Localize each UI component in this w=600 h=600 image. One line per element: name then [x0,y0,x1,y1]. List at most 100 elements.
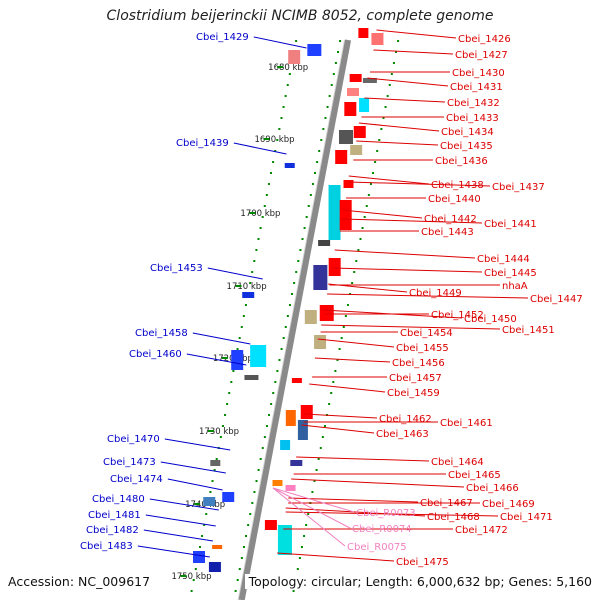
right-gene-label: Cbei_1444 [477,254,530,265]
inner-dotted-track-right [382,117,385,119]
outer-dotted-track [215,458,218,460]
right-gene-label: Cbei_1447 [530,294,583,305]
scale-label: 1690 kbp [254,135,294,145]
left-gene-label: Cbei_1453 [150,263,203,274]
scale-label: 1750 kbp [171,572,211,582]
inner-dotted-track-right [357,249,360,251]
inner-dotted-track-right [363,216,366,218]
right-leader-line [328,283,408,293]
right-leader-line [304,413,378,419]
inner-dotted-track-left [322,128,325,130]
inner-dotted-track-left [286,315,289,317]
outer-dotted-track [276,139,279,141]
rna-gene-label: Cbei_R0073 [356,508,416,519]
right-leader-line [373,49,454,55]
outer-dotted-track [213,469,216,471]
right-gene-label: Cbei_1427 [455,50,508,61]
map-title: Clostridium beijerinckii NCIMB 8052, com… [106,8,494,24]
inner-dotted-track-right [321,436,324,438]
left-leader-line [160,461,226,474]
inner-dotted-track-left [253,491,256,493]
inner-dotted-track-left [272,392,275,394]
outer-dotted-track [198,546,201,548]
inner-dotted-track-left [303,227,306,229]
right-gene-feature [297,420,308,440]
left-gene-feature [288,50,301,64]
right-leader-line [323,309,463,319]
right-gene-label: Cbei_1432 [447,98,500,109]
left-gene-feature [244,375,259,380]
rna-leader-line [272,487,351,529]
left-leader-line [145,514,216,527]
inner-dotted-track-right [388,84,391,86]
inner-dotted-track-right [311,491,314,493]
right-leader-line [314,357,391,363]
right-gene-label: Cbei_1469 [482,499,535,510]
outer-dotted-track [219,436,222,438]
right-gene-label: Cbei_1459 [387,388,440,399]
inner-dotted-track-left [263,436,266,438]
right-gene-feature [285,485,296,491]
genome-stats-text: Topology: circular; Length: 6,000,632 bp… [244,574,592,589]
right-gene-feature [339,130,353,144]
inner-dotted-track-left [240,557,243,559]
right-gene-feature [328,258,341,276]
right-gene-label: Cbei_1464 [431,457,484,468]
inner-dotted-track-right [332,381,335,383]
right-gene-feature [371,33,384,45]
inner-dotted-track-left [291,293,294,295]
outer-dotted-track [236,348,239,350]
inner-dotted-track-right [384,106,387,108]
inner-dotted-track-left [247,524,250,526]
left-leader-line [233,142,287,155]
inner-dotted-track-right [361,227,364,229]
inner-dotted-track-left [265,425,268,427]
right-gene-label: Cbei_1433 [446,113,499,124]
outer-dotted-track [201,535,204,537]
inner-dotted-track-left [318,150,321,152]
right-gene-label: Cbei_1451 [502,325,555,336]
outer-dotted-track [261,216,264,218]
inner-dotted-track-left [324,117,327,119]
scale-label: 1730 kbp [199,427,239,437]
left-gene-feature [242,292,255,298]
right-gene-feature [349,74,362,82]
left-leader-line [164,438,231,451]
inner-dotted-track-left [278,359,281,361]
inner-dotted-track-right [376,150,379,152]
outer-dotted-track [280,117,283,119]
right-gene-label: Cbei_1434 [441,127,494,138]
inner-dotted-track-left [326,106,329,108]
right-leader-line [356,140,439,146]
right-gene-feature [314,335,327,349]
right-gene-label: Cbei_1468 [427,512,480,523]
outer-dotted-track [253,260,256,262]
right-gene-feature [264,520,277,530]
inner-dotted-track-left [255,480,258,482]
right-gene-label: Cbei_1466 [466,483,519,494]
outer-dotted-track [238,337,241,339]
left-gene-feature [208,562,221,572]
scale-label: 1700 kbp [240,209,280,219]
inner-dotted-track-left [328,95,331,97]
left-leader-line [192,332,251,345]
outer-dotted-track [257,238,260,240]
inner-dotted-track-left [339,40,342,42]
outer-dotted-track [224,414,227,416]
inner-dotted-track-right [353,271,356,273]
inner-dotted-track-right [330,392,333,394]
right-gene-feature [343,180,354,188]
left-gene-label: Cbei_1481 [88,510,141,521]
left-gene-label: Cbei_1482 [86,525,139,536]
right-gene-label: Cbei_1441 [484,219,537,230]
inner-dotted-track-left [268,414,271,416]
right-gene-label: Cbei_1457 [389,373,442,384]
inner-dotted-track-left [257,469,260,471]
outer-dotted-track [270,172,273,174]
outer-dotted-track [282,106,285,108]
right-gene-feature [277,525,292,555]
inner-dotted-track-left [334,62,337,64]
left-gene-feature [212,545,223,549]
inner-dotted-track-right [395,51,398,53]
right-gene-label: Cbei_1471 [500,512,553,523]
